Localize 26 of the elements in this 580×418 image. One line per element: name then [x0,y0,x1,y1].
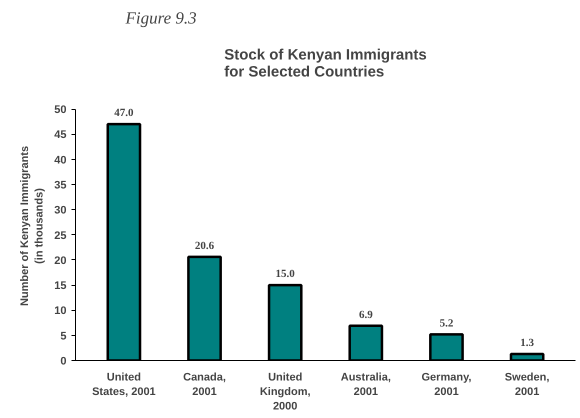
y-tick-label: 30 [54,204,67,217]
y-tick-label: 35 [54,180,67,192]
data-label: 1.3 [520,336,534,349]
y-tick-label: 15 [54,280,67,292]
y-axis-title: Number of Kenyan Immigrants (in thousands) [18,146,46,306]
data-label: 6.9 [358,308,374,321]
data-label: 5.2 [440,317,454,330]
x-tick-label: Australia, 2001 [340,372,391,398]
y-tick-label: 45 [54,129,67,142]
caption: Figure 9.3 [124,8,197,28]
x-tick-label: Germany, 2001 [422,372,472,398]
y-tick-label: 50 [54,104,67,116]
x-tick-label: United States, 2001 [92,372,156,398]
y-tick-label: 0 [60,356,67,368]
data-label: 15.0 [276,268,296,280]
chart-title: Stock of Kenyan Immigrants for Selected Countries [224,46,427,80]
data-label: 47.0 [114,107,134,120]
y-tick-label: 10 [54,305,67,318]
data-label: 20.6 [194,240,215,252]
x-tick-label: Sweden, 2001 [504,372,550,398]
y-tick-label: 25 [54,230,67,242]
y-tick-label: 5 [60,330,67,342]
y-tick-label: 20 [54,254,67,267]
x-tick-label: United Kingdom, 2000 [260,372,311,412]
y-tick-label: 40 [54,154,67,166]
x-tick-label: Canada, 2001 [183,372,226,398]
